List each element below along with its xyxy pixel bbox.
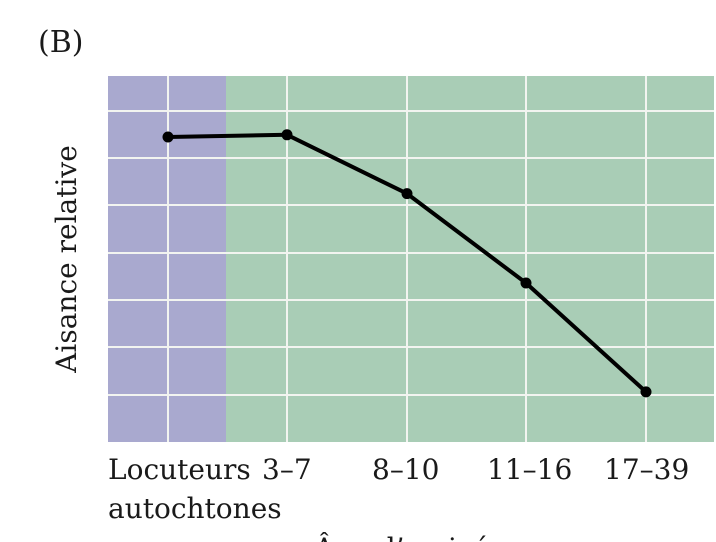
x-tick-label: 3–7	[262, 453, 312, 486]
x-tick-label: autochtones	[108, 492, 282, 525]
data-point	[281, 129, 293, 141]
data-series	[162, 129, 652, 398]
x-tick-label: 17–39	[604, 453, 689, 486]
data-point	[640, 386, 652, 398]
x-axis-label: Âge d’arrivée	[313, 532, 506, 542]
x-tick-label: 11–16	[487, 453, 572, 486]
x-tick-label: 8–10	[372, 453, 439, 486]
x-tick-label: Locuteurs	[108, 453, 251, 486]
plot-area	[108, 76, 714, 442]
data-point	[162, 131, 174, 143]
grid-lines	[108, 76, 714, 442]
x-tick-labels: Locuteurs autochtones 3–7 8–10 11–16 17–39	[108, 453, 689, 525]
panel-label: (B)	[38, 25, 83, 60]
y-axis-label: Aisance relative	[50, 145, 83, 374]
data-point	[520, 277, 532, 289]
data-point	[401, 188, 413, 200]
